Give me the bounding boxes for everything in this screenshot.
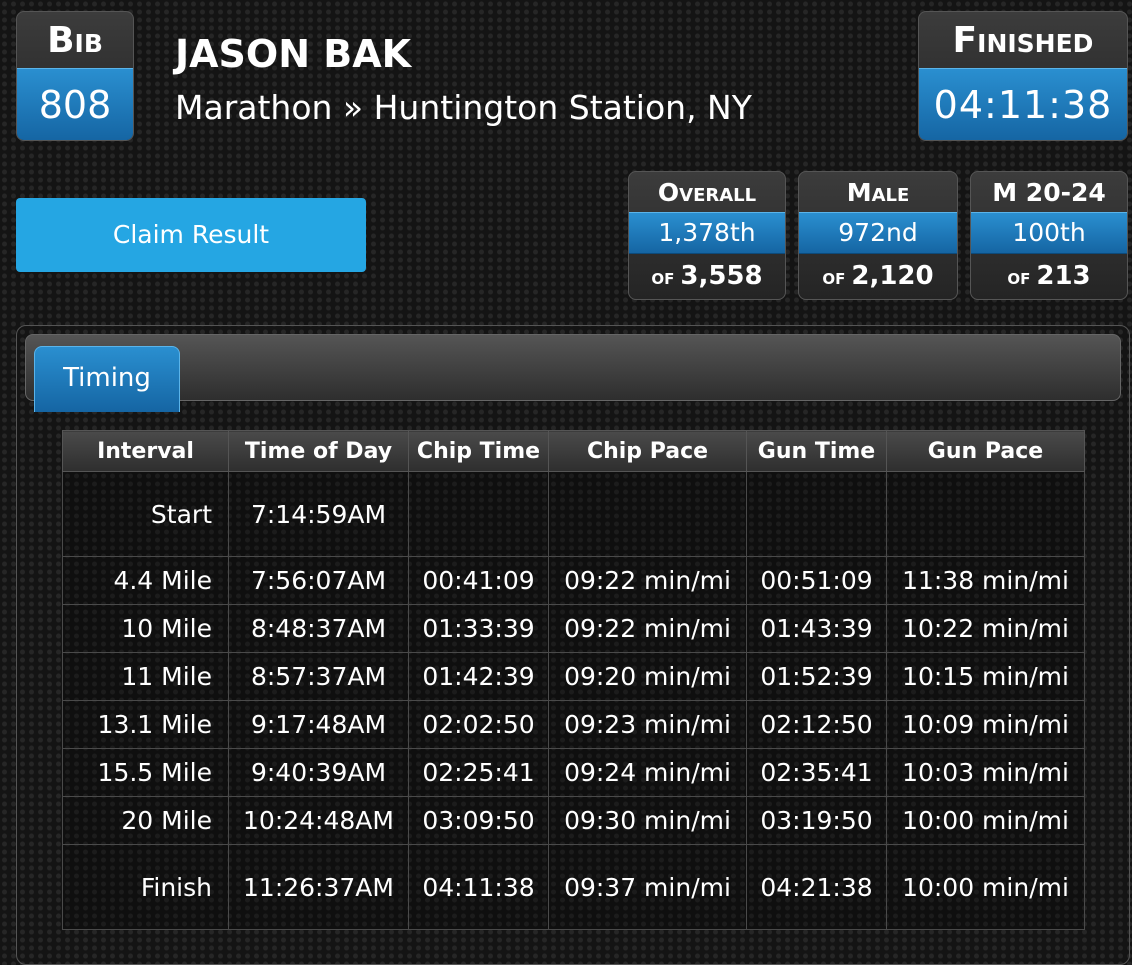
column-header-gun-time: Gun Time	[746, 430, 887, 472]
gun-time-cell	[746, 471, 887, 557]
gun-pace-cell: 10:22 min/mi	[886, 604, 1085, 653]
claim-result-button[interactable]: Claim Result	[16, 198, 366, 272]
finish-time-box: Finished 04:11:38	[918, 11, 1128, 141]
time-of-day-cell: 7:14:59AM	[228, 471, 409, 557]
rank-total: of 213	[971, 254, 1127, 299]
tab-bar: Timing	[25, 334, 1121, 412]
gun-time-cell: 04:21:38	[746, 844, 887, 930]
chip-time-cell: 01:42:39	[408, 652, 549, 701]
table-row: 20 Mile 10:24:48AM 03:09:50 09:30 min/mi 03:…	[62, 796, 1085, 845]
finish-time: 04:11:38	[919, 68, 1127, 140]
time-of-day-cell: 10:24:48AM	[228, 796, 409, 845]
interval-cell: 13.1 Mile	[62, 700, 229, 749]
gun-pace-cell: 10:00 min/mi	[886, 844, 1085, 930]
gun-pace-cell: 10:09 min/mi	[886, 700, 1085, 749]
column-header-chip-pace: Chip Pace	[548, 430, 747, 472]
rank-total-value: 3,558	[680, 261, 763, 291]
interval-cell: 11 Mile	[62, 652, 229, 701]
rank-total-value: 213	[1036, 261, 1091, 291]
rank-total-value: 2,120	[851, 261, 934, 291]
gun-pace-cell: 11:38 min/mi	[886, 556, 1085, 605]
gun-time-cell: 00:51:09	[746, 556, 887, 605]
table-row: 11 Mile 8:57:37AM 01:42:39 09:20 min/mi 01:5…	[62, 652, 1085, 701]
gun-time-cell: 01:52:39	[746, 652, 887, 701]
table-row: 15.5 Mile 9:40:39AM 02:25:41 09:24 min/mi 02…	[62, 748, 1085, 797]
rank-label: Overall	[657, 178, 757, 207]
finished-label: Finished	[952, 20, 1094, 61]
gun-pace-cell: 10:15 min/mi	[886, 652, 1085, 701]
column-header-time-of-day: Time of Day	[228, 430, 409, 472]
gun-pace-cell: 10:00 min/mi	[886, 796, 1085, 845]
age-group-rank-box: M 20-24 100th of 213	[970, 171, 1128, 300]
chip-pace-cell	[548, 471, 747, 557]
chip-pace-cell: 09:30 min/mi	[548, 796, 747, 845]
interval-cell: 15.5 Mile	[62, 748, 229, 797]
rank-total: of 2,120	[799, 254, 957, 299]
splits-table: Interval Time of Day Chip Time Chip Pace…	[62, 430, 1085, 930]
chip-time-cell: 02:25:41	[408, 748, 549, 797]
results-panel: Timing Interval Time of Day Chip Time Ch…	[16, 325, 1130, 965]
chip-pace-cell: 09:23 min/mi	[548, 700, 747, 749]
time-of-day-cell: 8:48:37AM	[228, 604, 409, 653]
bib-label: Bib	[47, 20, 103, 61]
table-row: 10 Mile 8:48:37AM 01:33:39 09:22 min/mi 01:4…	[62, 604, 1085, 653]
overall-rank-box: Overall 1,378th of 3,558	[628, 171, 786, 300]
gun-pace-cell: 10:03 min/mi	[886, 748, 1085, 797]
column-header-gun-pace: Gun Pace	[886, 430, 1085, 472]
runner-name: JASON BAK	[175, 32, 412, 76]
chip-pace-cell: 09:37 min/mi	[548, 844, 747, 930]
gun-time-cell: 02:35:41	[746, 748, 887, 797]
chip-pace-cell: 09:24 min/mi	[548, 748, 747, 797]
gun-time-cell: 02:12:50	[746, 700, 887, 749]
gun-pace-cell	[886, 471, 1085, 557]
time-of-day-cell: 9:17:48AM	[228, 700, 409, 749]
of-word: of	[1007, 265, 1031, 290]
chip-time-cell: 03:09:50	[408, 796, 549, 845]
chip-time-cell: 04:11:38	[408, 844, 549, 930]
rank-place: 972nd	[799, 212, 957, 254]
chip-time-cell	[408, 471, 549, 557]
gun-time-cell: 03:19:50	[746, 796, 887, 845]
of-word: of	[822, 265, 846, 290]
chip-pace-cell: 09:22 min/mi	[548, 556, 747, 605]
rank-total: of 3,558	[629, 254, 785, 299]
time-of-day-cell: 11:26:37AM	[228, 844, 409, 930]
time-of-day-cell: 9:40:39AM	[228, 748, 409, 797]
table-row: 13.1 Mile 9:17:48AM 02:02:50 09:23 min/mi 02…	[62, 700, 1085, 749]
chip-time-cell: 01:33:39	[408, 604, 549, 653]
interval-cell: 20 Mile	[62, 796, 229, 845]
bib-number: 808	[17, 68, 133, 140]
tab-timing[interactable]: Timing	[34, 346, 180, 412]
table-row: 4.4 Mile 7:56:07AM 00:41:09 09:22 min/mi 00:…	[62, 556, 1085, 605]
column-header-chip-time: Chip Time	[408, 430, 549, 472]
chip-pace-cell: 09:22 min/mi	[548, 604, 747, 653]
chip-time-cell: 00:41:09	[408, 556, 549, 605]
interval-cell: 4.4 Mile	[62, 556, 229, 605]
chip-time-cell: 02:02:50	[408, 700, 549, 749]
interval-cell: 10 Mile	[62, 604, 229, 653]
time-of-day-cell: 7:56:07AM	[228, 556, 409, 605]
rank-label: M 20-24	[992, 178, 1106, 207]
column-header-interval: Interval	[62, 430, 229, 472]
rank-place: 100th	[971, 212, 1127, 254]
time-of-day-cell: 8:57:37AM	[228, 652, 409, 701]
rank-place: 1,378th	[629, 212, 785, 254]
gun-time-cell: 01:43:39	[746, 604, 887, 653]
table-row: Start 7:14:59AM	[62, 471, 1085, 557]
gender-rank-box: Male 972nd of 2,120	[798, 171, 958, 300]
table-row: Finish 11:26:37AM 04:11:38 09:37 min/mi 04:2…	[62, 844, 1085, 930]
chip-pace-cell: 09:20 min/mi	[548, 652, 747, 701]
of-word: of	[651, 265, 675, 290]
rank-label: Male	[846, 178, 910, 207]
interval-cell: Start	[62, 471, 229, 557]
bib-box: Bib 808	[16, 11, 134, 141]
interval-cell: Finish	[62, 844, 229, 930]
race-info: Marathon » Huntington Station, NY	[175, 88, 752, 127]
table-header-row: Interval Time of Day Chip Time Chip Pace…	[62, 430, 1085, 472]
